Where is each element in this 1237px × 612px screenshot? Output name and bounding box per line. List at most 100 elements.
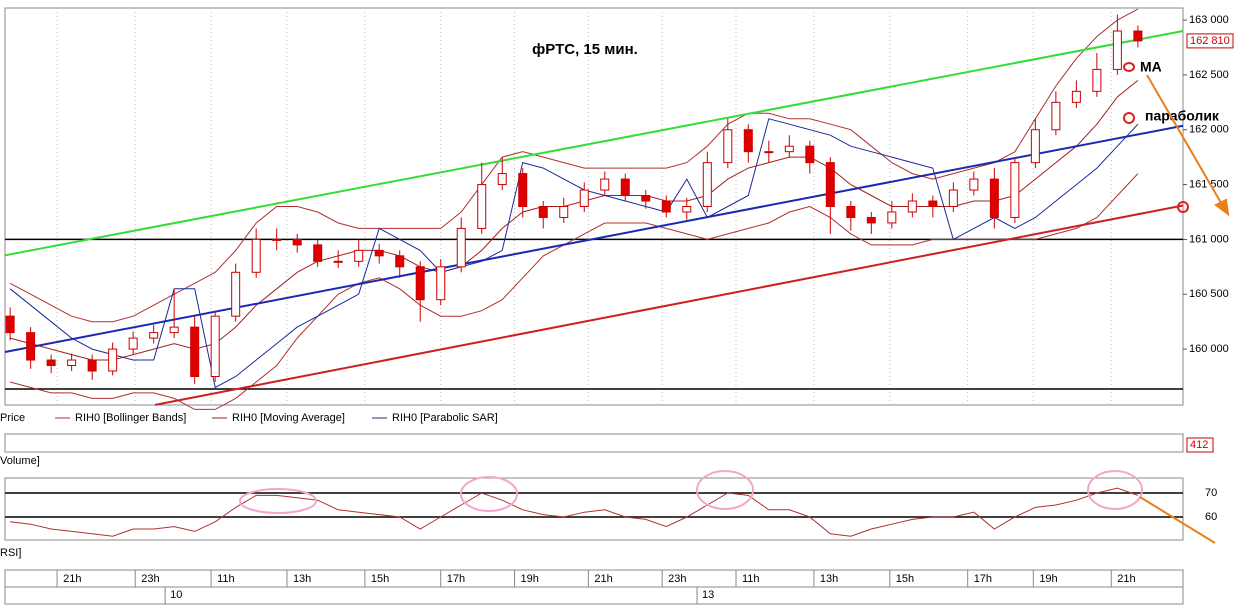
- candle-body: [292, 238, 302, 246]
- candle-body: [825, 162, 835, 208]
- y-tick-label: 162 500: [1189, 69, 1229, 81]
- candle-body: [251, 238, 261, 273]
- candle-body: [600, 178, 610, 191]
- candle-body: [866, 216, 876, 224]
- panel-label: Volume]: [0, 455, 40, 467]
- y-tick-label: 70: [1205, 487, 1217, 499]
- volume-panel: [4, 433, 1184, 453]
- candle-body: [887, 211, 897, 224]
- rsi-panel: [4, 477, 1184, 541]
- candle-body: [948, 189, 958, 208]
- candle-body: [313, 244, 323, 262]
- candle-body: [272, 238, 282, 241]
- arrow: [1139, 496, 1216, 544]
- price-panel: [4, 7, 1184, 406]
- candle-body: [354, 249, 364, 262]
- candle-body: [764, 151, 774, 154]
- arrow: [1146, 74, 1225, 209]
- candle-body: [333, 260, 343, 263]
- x-tick-label: 17h: [974, 573, 992, 585]
- x-tick-label: 21h: [1117, 573, 1135, 585]
- candle-body: [538, 206, 548, 218]
- y-tick-label: 160 000: [1189, 343, 1229, 355]
- x-tick-label: 21h: [594, 573, 612, 585]
- y-tick-label: 160 500: [1189, 288, 1229, 300]
- trend-line: [4, 30, 1184, 257]
- x-tick-label: 15h: [896, 573, 914, 585]
- candle-body: [641, 195, 651, 202]
- candle-body: [210, 315, 220, 377]
- candle-body: [128, 337, 138, 350]
- candle-body: [1030, 129, 1040, 164]
- candle-body: [231, 271, 241, 317]
- last-price-box: [1186, 33, 1234, 49]
- candle-body: [67, 359, 77, 367]
- trend-line: [154, 204, 1184, 406]
- candle-body: [149, 332, 159, 339]
- candle-body: [661, 200, 671, 213]
- highlight: [239, 488, 317, 514]
- legend-label: RIH0 [Moving Average]: [232, 412, 345, 424]
- x-tick-label: 23h: [668, 573, 686, 585]
- bollinger-lower: [9, 173, 1139, 410]
- trend-line: [4, 124, 1184, 354]
- legend-label: Price: [0, 412, 25, 424]
- candle-body: [477, 184, 487, 229]
- y-tick-label: 161 000: [1189, 233, 1229, 245]
- y-tick-label: 163 000: [1189, 14, 1229, 26]
- volume-value: 412: [1190, 439, 1208, 451]
- candle-body: [723, 129, 733, 164]
- rsi-highlights: [239, 470, 1143, 514]
- parabolic-sar: [9, 118, 1139, 389]
- marker-circle: [1123, 112, 1135, 124]
- volume-value-box: [1186, 437, 1214, 453]
- candle-body: [395, 255, 405, 268]
- candle-body: [1092, 68, 1102, 92]
- candle-body: [1112, 30, 1122, 70]
- date-label: 13: [702, 589, 714, 601]
- candle-body: [989, 178, 999, 218]
- x-tick-label: 13h: [293, 573, 311, 585]
- candle-body: [805, 145, 815, 164]
- legend-label: RIH0 [Parabolic SAR]: [392, 412, 498, 424]
- candle-body: [682, 206, 692, 213]
- candle-body: [436, 266, 446, 301]
- candle-body: [784, 145, 794, 153]
- arrow-head: [1214, 198, 1230, 217]
- candle-body: [415, 266, 425, 301]
- candle-body: [1010, 162, 1020, 218]
- x-tick-label: 17h: [447, 573, 465, 585]
- candle-body: [190, 326, 200, 377]
- candle-body: [46, 359, 56, 367]
- x-tick-label: 23h: [141, 573, 159, 585]
- x-tick-label: 19h: [1039, 573, 1057, 585]
- candle-body: [1071, 90, 1081, 103]
- x-tick-label: 21h: [63, 573, 81, 585]
- candle-body: [969, 178, 979, 191]
- candle-body: [87, 359, 97, 372]
- marker-circle: [1123, 62, 1135, 72]
- candle-body: [108, 348, 118, 372]
- panel-label: RSI]: [0, 547, 21, 559]
- annotation: МА: [1140, 59, 1162, 75]
- candle-body: [579, 189, 589, 208]
- y-tick-label: 162 000: [1189, 124, 1229, 136]
- y-tick-label: 161 500: [1189, 178, 1229, 190]
- candle-body: [559, 206, 569, 218]
- candle-body: [743, 129, 753, 153]
- candle-body: [1051, 101, 1061, 131]
- candle-body: [5, 315, 15, 334]
- highlight: [1087, 470, 1143, 510]
- candle-body: [169, 326, 179, 334]
- highlight: [696, 470, 754, 510]
- candle-body: [497, 173, 507, 186]
- annotation: параболик: [1145, 108, 1220, 124]
- highlight: [460, 476, 518, 512]
- date-label: 10: [170, 589, 182, 601]
- x-tick-label: 19h: [521, 573, 539, 585]
- x-tick-label: 13h: [820, 573, 838, 585]
- bollinger-upper: [9, 8, 1139, 323]
- x-tick-label: 15h: [371, 573, 389, 585]
- y-tick-label: 60: [1205, 511, 1217, 523]
